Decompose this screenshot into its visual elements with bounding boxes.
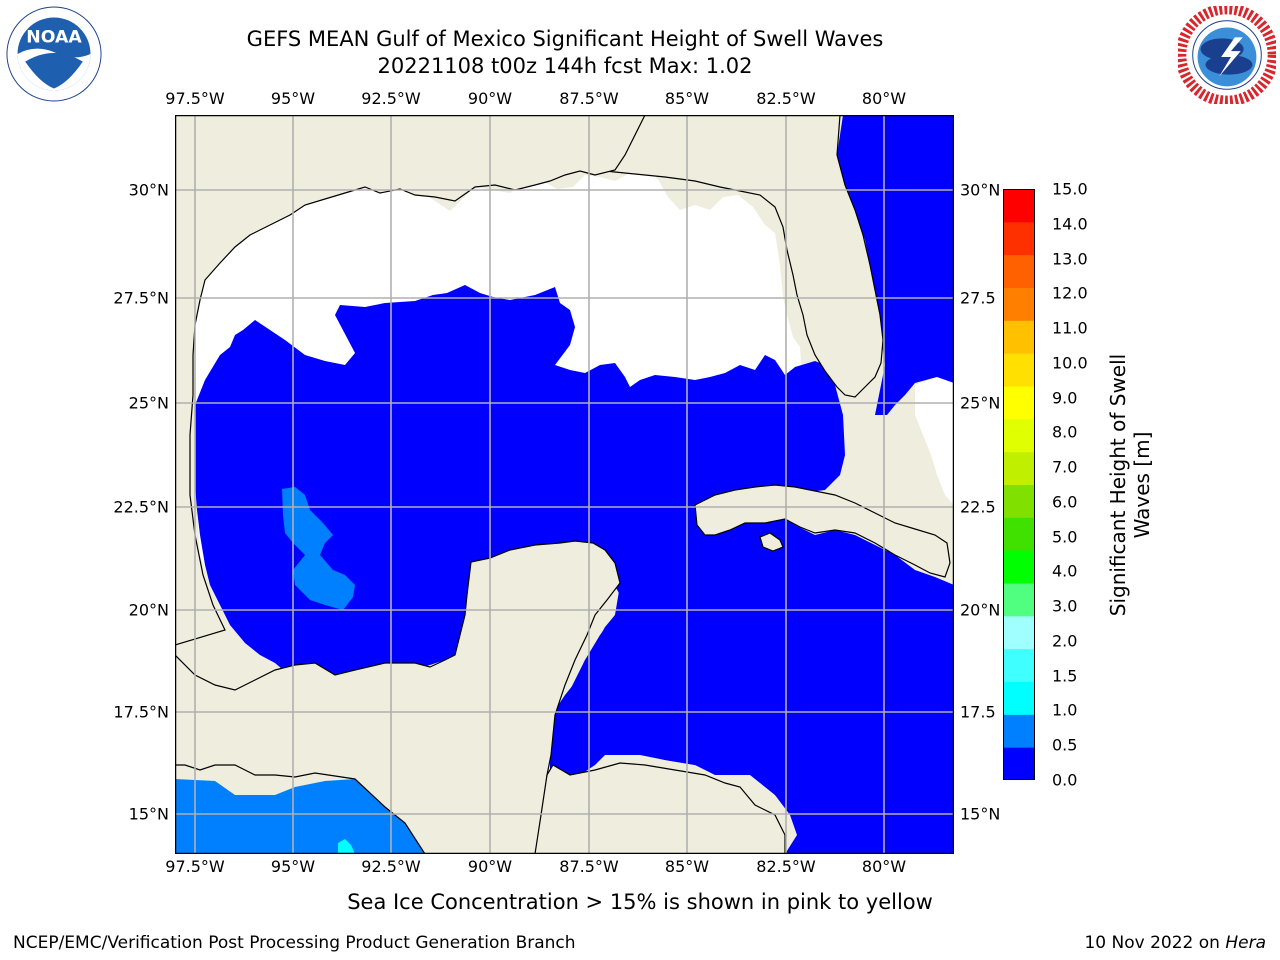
- colorbar-tick: 4.0: [1052, 561, 1078, 581]
- colorbar-label-line: Significant Height of Swell: [1106, 353, 1130, 617]
- colorbar-tick: 9.0: [1052, 388, 1078, 408]
- colorbar-band: [1003, 418, 1035, 453]
- footer-credit: NCEP/EMC/Verification Post Processing Pr…: [13, 933, 576, 953]
- lon-tick-bottom: 87.5°W: [559, 857, 619, 876]
- colorbar-label: Significant Height of Swell Waves [m]: [1106, 265, 1154, 705]
- florida-land: [593, 115, 884, 398]
- colorbar-tick: 5.0: [1052, 527, 1078, 547]
- colorbar-tick: 0.5: [1052, 735, 1078, 755]
- colorbar-band: [1003, 517, 1035, 551]
- colorbar-tick: 1.5: [1052, 666, 1078, 686]
- colorbar-band: [1003, 451, 1035, 485]
- isle-of-youth: [759, 532, 784, 552]
- lat-tick-right: 27.5: [960, 288, 996, 308]
- colorbar-band: [1003, 221, 1035, 256]
- noaa-logo: NOAA: [6, 6, 102, 102]
- yucatan-land: [175, 540, 621, 854]
- colorbar-tick: 15.0: [1052, 179, 1088, 199]
- lat-tick-left: 15°N: [128, 804, 169, 824]
- colorbar-band: [1003, 714, 1035, 748]
- colorbar-band: [1003, 287, 1035, 321]
- colorbar-tick: 10.0: [1052, 353, 1088, 373]
- colorbar-tick: 7.0: [1052, 457, 1078, 477]
- lon-tick-bottom: 80°W: [861, 857, 907, 876]
- lon-tick-top: 92.5°W: [361, 89, 421, 108]
- colorbar-band: [1003, 747, 1035, 780]
- colorbar-band: [1003, 550, 1035, 584]
- colorbar-tick: 1.0: [1052, 700, 1078, 720]
- lon-tick-top: 85°W: [664, 89, 710, 108]
- lon-tick-bottom: 97.5°W: [165, 857, 225, 876]
- colorbar-band: [1003, 254, 1035, 288]
- lon-tick-top: 87.5°W: [559, 89, 619, 108]
- lon-tick-bottom: 90°W: [467, 857, 513, 876]
- lat-tick-left: 30°N: [128, 180, 169, 200]
- lat-tick-left: 25°N: [128, 393, 169, 413]
- colorbar-band: [1003, 386, 1035, 420]
- colorbar-tick: 11.0: [1052, 318, 1088, 338]
- lon-tick-top: 90°W: [467, 89, 513, 108]
- colorbar-band: [1003, 353, 1035, 387]
- bahamas-no-data-area: [915, 377, 954, 505]
- lon-tick-top: 82.5°W: [756, 89, 816, 108]
- map-panel: [175, 115, 954, 854]
- lat-tick-right: 30°N: [960, 180, 1001, 200]
- colorbar-band: [1003, 615, 1035, 650]
- colorbar-label-line: Waves [m]: [1130, 431, 1154, 539]
- lon-tick-bottom: 95°W: [270, 857, 316, 876]
- swell-1-1.5m-pacific: [338, 839, 355, 854]
- cuba-land: [694, 484, 951, 578]
- colorbar-band: [1003, 484, 1035, 518]
- swell-0.5-1m-pacific: [175, 779, 425, 854]
- lat-tick-right: 25°N: [960, 393, 1001, 413]
- colorbar-tick: 2.0: [1052, 631, 1078, 651]
- lat-tick-left: 20°N: [128, 600, 169, 620]
- colorbar-tick: 13.0: [1052, 249, 1088, 269]
- lat-tick-right: 22.5: [960, 497, 996, 517]
- map-title: GEFS MEAN Gulf of Mexico Significant Hei…: [246, 27, 884, 51]
- colorbar-tick: 8.0: [1052, 422, 1078, 442]
- colorbar-tick: 12.0: [1052, 283, 1088, 303]
- lat-tick-right: 20°N: [960, 600, 1001, 620]
- sea-ice-note: Sea Ice Concentration > 15% is shown in …: [347, 890, 933, 914]
- colorbar-tick: 3.0: [1052, 596, 1078, 616]
- lon-tick-top: 95°W: [270, 89, 316, 108]
- colorbar-band: [1003, 681, 1035, 715]
- footer-date-text: 10 Nov 2022 on: [1084, 933, 1226, 953]
- lon-tick-top: 80°W: [861, 89, 907, 108]
- graticule: [175, 115, 954, 854]
- colorbar: [1003, 189, 1035, 780]
- colorbar-band: [1003, 189, 1035, 223]
- lat-tick-right: 17.5: [960, 702, 996, 722]
- swell-0-0.5m-caribbean: [555, 583, 954, 854]
- lon-tick-top: 97.5°W: [165, 89, 225, 108]
- lat-tick-left: 27.5°N: [113, 288, 169, 308]
- lon-tick-bottom: 92.5°W: [361, 857, 421, 876]
- footer-host: Hera: [1225, 933, 1266, 953]
- map-frame: [175, 115, 954, 854]
- us-gulf-coast-land: [175, 115, 646, 646]
- swell-0.5-1m-west-gulf: [282, 487, 355, 610]
- colorbar-band: [1003, 583, 1035, 617]
- colorbar-tick: 14.0: [1052, 214, 1088, 234]
- lat-tick-left: 22.5°N: [113, 497, 169, 517]
- map-subtitle: 20221108 t00z 144h fcst Max: 1.02: [377, 54, 753, 78]
- colorbar-tick: 6.0: [1052, 492, 1078, 512]
- colorbar-band: [1003, 320, 1035, 354]
- lat-tick-left: 17.5°N: [113, 702, 169, 722]
- nws-logo: [1178, 6, 1276, 104]
- footer-date: 10 Nov 2022 on Hera: [1084, 933, 1266, 953]
- lon-tick-bottom: 82.5°W: [756, 857, 816, 876]
- colorbar-tick: 0.0: [1052, 770, 1078, 790]
- central-america-land: [534, 762, 786, 854]
- lat-tick-right: 15°N: [960, 804, 1001, 824]
- colorbar-band: [1003, 648, 1035, 682]
- lon-tick-bottom: 85°W: [664, 857, 710, 876]
- noaa-logo-text: NOAA: [26, 27, 82, 47]
